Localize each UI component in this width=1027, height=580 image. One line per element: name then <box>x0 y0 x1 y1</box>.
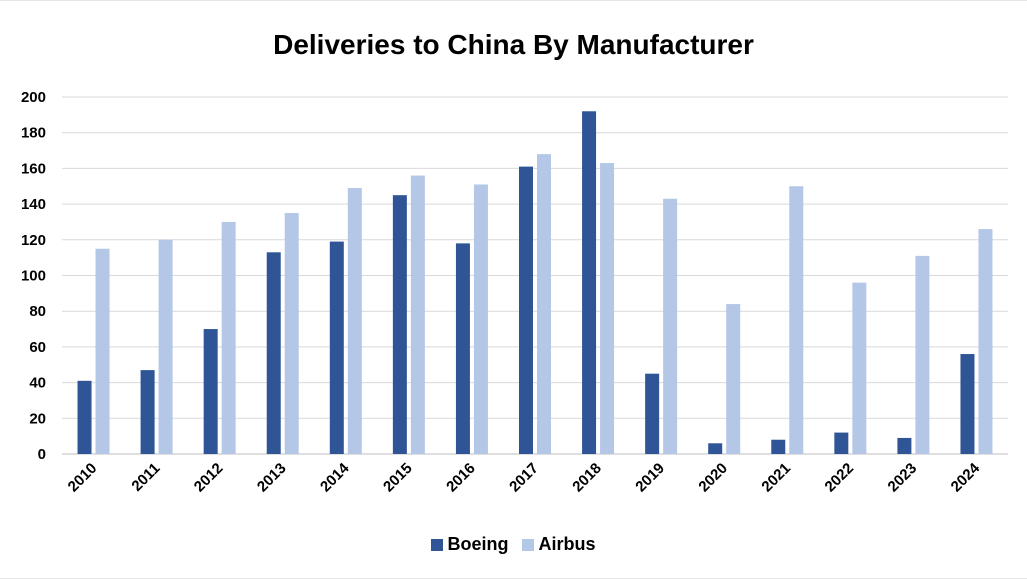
x-tick-label: 2010 <box>65 460 101 496</box>
x-tick-label: 2014 <box>317 459 353 495</box>
bar-airbus-2022 <box>852 282 867 454</box>
bar-boeing-2011 <box>140 370 155 454</box>
legend-label-boeing: Boeing <box>447 534 509 554</box>
bar-airbus-2021 <box>789 186 804 454</box>
bar-boeing-2017 <box>519 166 533 455</box>
legend: Boeing Airbus <box>0 534 1027 555</box>
bar-boeing-2021 <box>771 439 786 454</box>
bar-boeing-2016 <box>455 243 470 454</box>
bar-airbus-2023 <box>915 255 930 454</box>
y-tick-label: 80 <box>29 303 46 320</box>
bar-boeing-2010 <box>77 380 92 454</box>
legend-item-airbus: Airbus <box>522 534 596 555</box>
bar-airbus-2016 <box>473 184 488 454</box>
x-tick-label: 2019 <box>632 460 668 496</box>
bar-airbus-2011 <box>158 239 173 454</box>
bar-boeing-2015 <box>392 195 407 455</box>
bar-airbus-2012 <box>221 221 236 454</box>
legend-swatch-airbus <box>522 538 535 551</box>
legend-swatch-boeing <box>431 538 444 551</box>
bar-airbus-2020 <box>726 304 741 454</box>
chart-title: Deliveries to China By Manufacturer <box>273 29 754 60</box>
bar-boeing-2014 <box>329 241 344 454</box>
bar-airbus-2019 <box>663 198 678 454</box>
bar-airbus-2024 <box>978 229 993 454</box>
legend-label-airbus: Airbus <box>538 534 596 554</box>
bar-boeing-2020 <box>708 443 723 454</box>
bar-boeing-2024 <box>960 354 975 454</box>
bar-airbus-2015 <box>410 175 425 455</box>
bar-boeing-2019 <box>645 373 660 454</box>
x-tick-label: 2015 <box>380 460 416 496</box>
y-tick-label: 160 <box>21 160 46 177</box>
x-tick-label: 2023 <box>885 460 921 496</box>
x-tick-label: 2018 <box>569 460 605 496</box>
bar-airbus-2013 <box>284 213 299 454</box>
bar-airbus-2017 <box>537 154 551 454</box>
bar-boeing-2018 <box>582 111 597 454</box>
x-tick-label: 2012 <box>191 460 227 496</box>
x-tick-label: 2013 <box>254 460 290 496</box>
x-tick-label: 2021 <box>758 460 794 496</box>
x-tick-label: 2017 <box>506 460 542 496</box>
bar-boeing-2023 <box>897 437 912 454</box>
y-tick-label: 140 <box>21 196 46 213</box>
y-tick-label: 100 <box>21 268 46 285</box>
bar-boeing-2013 <box>266 252 281 454</box>
x-tick-label: 2022 <box>822 460 858 496</box>
legend-item-boeing: Boeing <box>431 534 508 555</box>
x-tick-label: 2016 <box>443 460 479 496</box>
y-tick-label: 40 <box>29 375 46 392</box>
bar-boeing-2022 <box>834 432 849 454</box>
y-tick-label: 60 <box>29 339 46 356</box>
y-tick-label: 0 <box>38 446 46 463</box>
y-tick-label: 180 <box>21 125 46 142</box>
y-tick-label: 20 <box>29 410 46 427</box>
bar-airbus-2010 <box>95 248 110 454</box>
x-tick-label: 2020 <box>695 460 731 496</box>
x-tick-label: 2011 <box>128 460 163 495</box>
y-tick-label: 120 <box>21 232 46 249</box>
bar-airbus-2018 <box>600 163 615 455</box>
bar-airbus-2014 <box>347 188 362 454</box>
x-tick-label: 2024 <box>948 459 984 495</box>
y-tick-label: 200 <box>21 89 46 106</box>
bar-boeing-2012 <box>203 329 218 454</box>
